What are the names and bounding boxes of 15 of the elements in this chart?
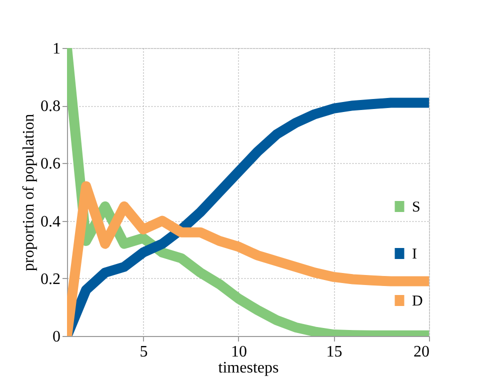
y-tick-label: 0.8 [40, 98, 60, 116]
y-tick-label: 0 [52, 328, 60, 346]
y-tick-label: 0.4 [40, 213, 60, 230]
legend-label: I [412, 246, 417, 262]
x-tick-label: 20 [414, 344, 430, 360]
x-axis-title: timesteps [218, 360, 279, 376]
y-tick-label: 0.2 [40, 270, 60, 288]
x-tick-label: 15 [326, 344, 342, 360]
x-tick-label: 10 [230, 344, 247, 360]
x-tick-label: 5 [140, 344, 148, 360]
legend-label: S [412, 200, 420, 216]
y-axis-title: proportion of population [20, 114, 38, 272]
legend-label: D [412, 294, 423, 310]
y-tick-label: 0.6 [40, 156, 60, 173]
y-tick-label: 1 [52, 40, 60, 58]
